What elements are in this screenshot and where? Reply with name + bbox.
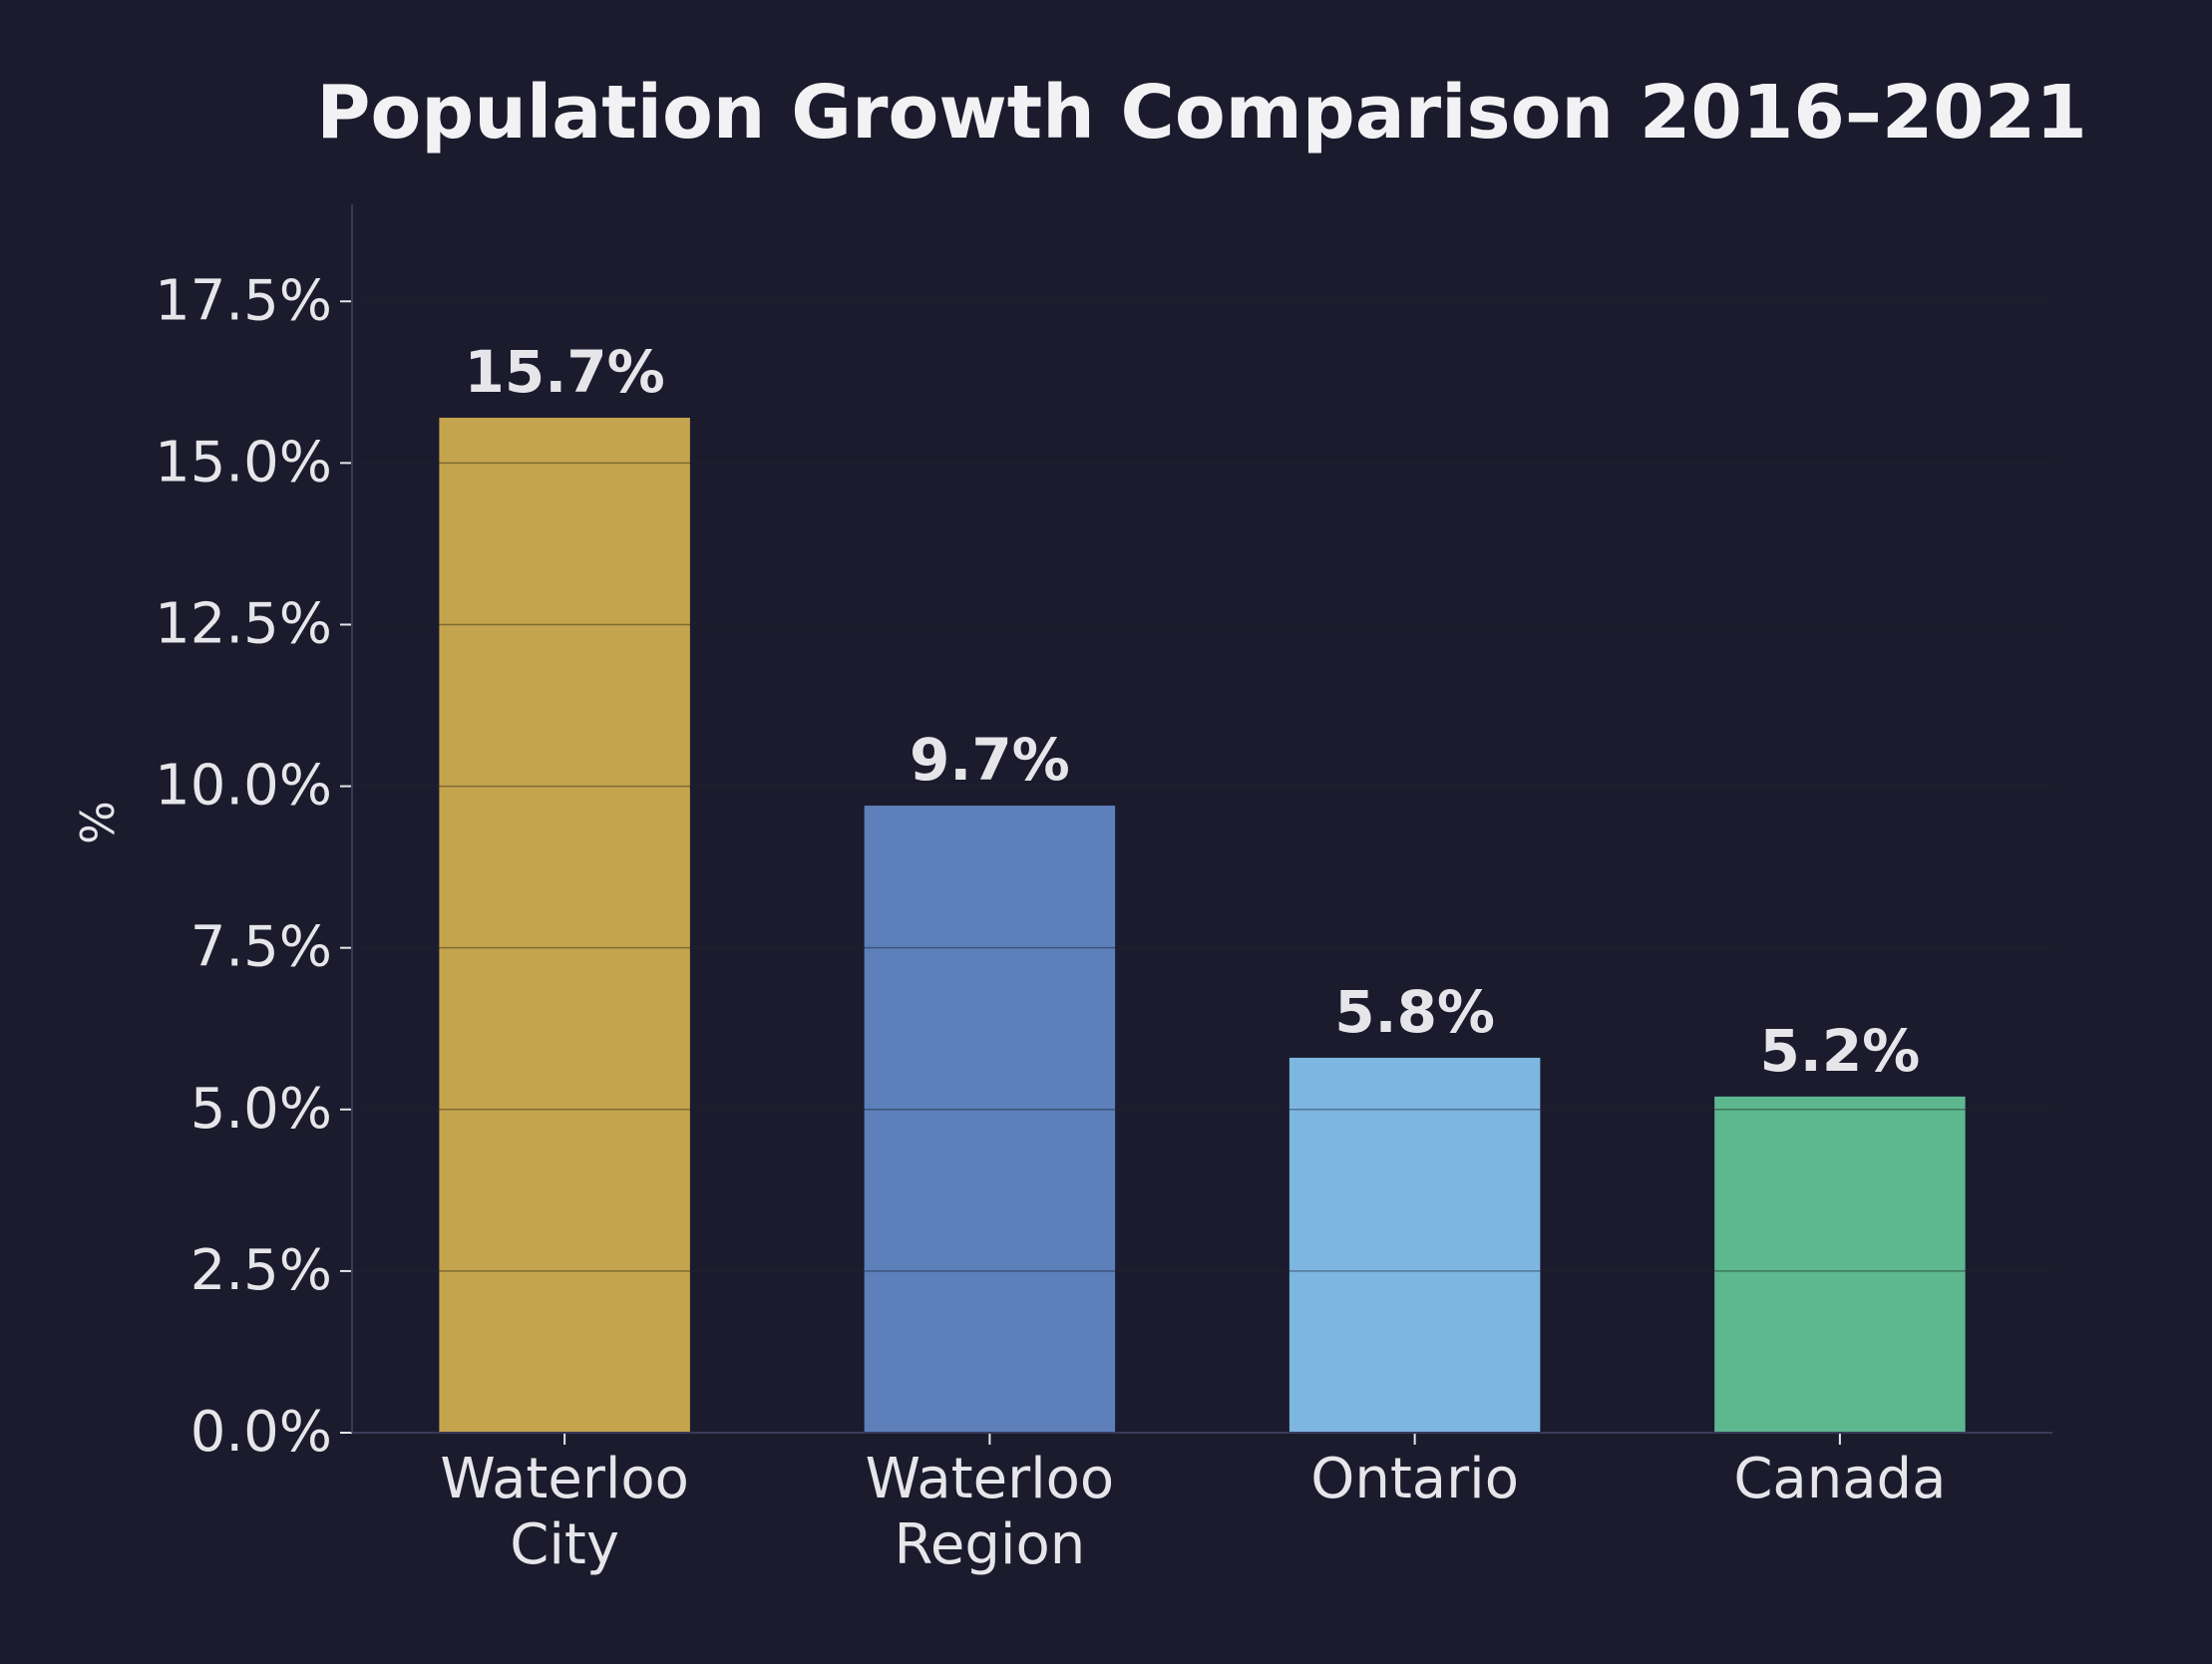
bar-value-label: 5.8% (1334, 978, 1495, 1046)
x-tick-label: Waterloo City (440, 1447, 689, 1577)
bar-value-label: 15.7% (465, 338, 665, 406)
bar-value-label: 9.7% (910, 726, 1070, 794)
y-tick-label: 5.0% (190, 1077, 332, 1142)
x-tick-label: Canada (1733, 1447, 1946, 1511)
x-tick-label: Ontario (1310, 1447, 1519, 1511)
y-tick-label: 17.5% (155, 268, 332, 333)
gridlines-over-bars (352, 300, 2052, 1272)
chart-title: Population Growth Comparison 2016–2021 (316, 70, 2087, 156)
bar (864, 806, 1116, 1433)
y-tick-label: 7.5% (190, 915, 332, 980)
y-tick-label: 15.0% (155, 430, 332, 495)
y-tick-label: 10.0% (155, 754, 332, 819)
bar (439, 417, 690, 1433)
bar-value-label: 5.2% (1759, 1017, 1920, 1085)
y-axis-label: % (71, 801, 125, 844)
axes (340, 204, 2052, 1445)
y-tick-label: 12.5% (155, 591, 332, 656)
y-tick-label: 2.5% (190, 1238, 332, 1303)
bar (1714, 1096, 1966, 1433)
y-tick-label: 0.0% (190, 1400, 332, 1465)
bars (439, 417, 1966, 1433)
x-tick-label: Waterloo Region (866, 1447, 1115, 1577)
labels: 0.0% 2.5% 5.0% 7.5% 10.0% 12.5% 15.0% 17.5% 15.7… (155, 268, 1946, 1577)
bar (1289, 1057, 1541, 1433)
